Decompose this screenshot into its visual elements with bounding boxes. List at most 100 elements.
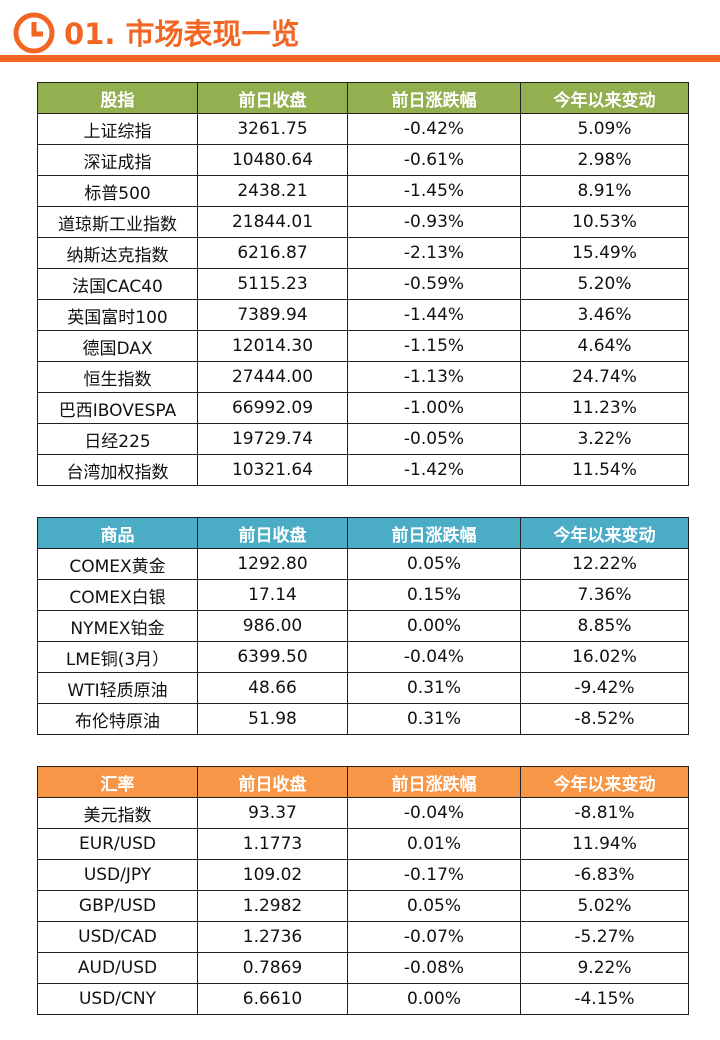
- table-row: AUD/USD 0.7869 -0.08% 9.22%: [37, 952, 689, 984]
- table-cell: -8.81%: [520, 797, 689, 829]
- table-cell: 19729.74: [197, 423, 348, 455]
- column-header: 前日涨跌幅: [347, 82, 521, 114]
- table-cell: 0.00%: [347, 610, 521, 642]
- column-header: 今年以来变动: [520, 82, 689, 114]
- column-header: 前日收盘: [197, 82, 348, 114]
- table-cell: 标普500: [37, 175, 198, 207]
- table-row: NYMEX铂金 986.00 0.00% 8.85%: [37, 610, 689, 642]
- table-row: USD/CAD 1.2736 -0.07% -5.27%: [37, 921, 689, 953]
- table-cell: -1.15%: [347, 330, 521, 362]
- table-row: EUR/USD 1.1773 0.01% 11.94%: [37, 828, 689, 860]
- table-cell: -9.42%: [520, 672, 689, 704]
- table-cell: -1.00%: [347, 392, 521, 424]
- table-cell: 21844.01: [197, 206, 348, 238]
- table-cell: -0.04%: [347, 641, 521, 673]
- table-cell: 3261.75: [197, 113, 348, 145]
- table-cell: 0.05%: [347, 548, 521, 580]
- table-cell: 0.15%: [347, 579, 521, 611]
- table-cell: 8.91%: [520, 175, 689, 207]
- table-cell: 5.20%: [520, 268, 689, 300]
- table-cell: -8.52%: [520, 703, 689, 735]
- table-cell: 4.64%: [520, 330, 689, 362]
- table-row: 台湾加权指数 10321.64 -1.42% 11.54%: [37, 454, 689, 486]
- table-row: 深证成指 10480.64 -0.61% 2.98%: [37, 144, 689, 176]
- column-header: 汇率: [37, 766, 198, 798]
- table-cell: -0.08%: [347, 952, 521, 984]
- header-row: 汇率 前日收盘 前日涨跌幅 今年以来变动: [37, 766, 689, 798]
- table-cell: 11.23%: [520, 392, 689, 424]
- table-cell: 17.14: [197, 579, 348, 611]
- table-cell: -1.44%: [347, 299, 521, 331]
- table-row: WTI轻质原油 48.66 0.31% -9.42%: [37, 672, 689, 704]
- table-cell: 1292.80: [197, 548, 348, 580]
- table-row: 标普500 2438.21 -1.45% 8.91%: [37, 175, 689, 207]
- table-row: LME铜(3月） 6399.50 -0.04% 16.02%: [37, 641, 689, 673]
- table-row: 道琼斯工业指数 21844.01 -0.93% 10.53%: [37, 206, 689, 238]
- table-cell: USD/CAD: [37, 921, 198, 953]
- table-cell: 12014.30: [197, 330, 348, 362]
- header-row: 商品 前日收盘 前日涨跌幅 今年以来变动: [37, 517, 689, 549]
- table-cell: 0.7869: [197, 952, 348, 984]
- table-cell: WTI轻质原油: [37, 672, 198, 704]
- data-table: 汇率 前日收盘 前日涨跌幅 今年以来变动 美元指数 93.37 -0.04% -8.81% EU…: [37, 766, 689, 1015]
- table-cell: -0.07%: [347, 921, 521, 953]
- table-cell: 巴西IBOVESPA: [37, 392, 198, 424]
- table-cell: 12.22%: [520, 548, 689, 580]
- table-cell: -6.83%: [520, 859, 689, 891]
- table-cell: 24.74%: [520, 361, 689, 393]
- table-cell: -0.05%: [347, 423, 521, 455]
- table-cell: USD/JPY: [37, 859, 198, 891]
- table-cell: 8.85%: [520, 610, 689, 642]
- table-cell: 布伦特原油: [37, 703, 198, 735]
- table-cell: -0.61%: [347, 144, 521, 176]
- column-header: 今年以来变动: [520, 766, 689, 798]
- table-cell: 7.36%: [520, 579, 689, 611]
- table-cell: -1.13%: [347, 361, 521, 393]
- page-title: 01. 市场表现一览: [64, 17, 300, 51]
- table-row: USD/JPY 109.02 -0.17% -6.83%: [37, 859, 689, 891]
- table-cell: 5.09%: [520, 113, 689, 145]
- table-cell: 93.37: [197, 797, 348, 829]
- table-row: 日经225 19729.74 -0.05% 3.22%: [37, 423, 689, 455]
- table-cell: 6399.50: [197, 641, 348, 673]
- table-row: GBP/USD 1.2982 0.05% 5.02%: [37, 890, 689, 922]
- table-cell: 9.22%: [520, 952, 689, 984]
- column-header: 今年以来变动: [520, 517, 689, 549]
- table-row: 英国富时100 7389.94 -1.44% 3.46%: [37, 299, 689, 331]
- table-cell: LME铜(3月）: [37, 641, 198, 673]
- table-cell: 5.02%: [520, 890, 689, 922]
- table-cell: 3.22%: [520, 423, 689, 455]
- table-cell: 51.98: [197, 703, 348, 735]
- table-cell: 纳斯达克指数: [37, 237, 198, 269]
- table-cell: 16.02%: [520, 641, 689, 673]
- table-cell: 1.2736: [197, 921, 348, 953]
- column-header: 前日涨跌幅: [347, 766, 521, 798]
- table-cell: -1.45%: [347, 175, 521, 207]
- table-cell: -5.27%: [520, 921, 689, 953]
- table-cell: 德国DAX: [37, 330, 198, 362]
- table-cell: 2438.21: [197, 175, 348, 207]
- column-header: 前日收盘: [197, 517, 348, 549]
- table-cell: -1.42%: [347, 454, 521, 486]
- table-cell: -4.15%: [520, 983, 689, 1015]
- table-cell: USD/CNY: [37, 983, 198, 1015]
- table-cell: 0.00%: [347, 983, 521, 1015]
- table-cell: 日经225: [37, 423, 198, 455]
- table-row: 布伦特原油 51.98 0.31% -8.52%: [37, 703, 689, 735]
- table-row: USD/CNY 6.6610 0.00% -4.15%: [37, 983, 689, 1015]
- table-cell: 美元指数: [37, 797, 198, 829]
- table-cell: -0.93%: [347, 206, 521, 238]
- table-cell: 0.31%: [347, 703, 521, 735]
- table-cell: AUD/USD: [37, 952, 198, 984]
- table-cell: 台湾加权指数: [37, 454, 198, 486]
- table-cell: 11.94%: [520, 828, 689, 860]
- table-row: 巴西IBOVESPA 66992.09 -1.00% 11.23%: [37, 392, 689, 424]
- table-cell: -2.13%: [347, 237, 521, 269]
- table-cell: 恒生指数: [37, 361, 198, 393]
- table-row: 美元指数 93.37 -0.04% -8.81%: [37, 797, 689, 829]
- table-cell: -0.17%: [347, 859, 521, 891]
- table-cell: GBP/USD: [37, 890, 198, 922]
- table-cell: 法国CAC40: [37, 268, 198, 300]
- header-row: 股指 前日收盘 前日涨跌幅 今年以来变动: [37, 82, 689, 114]
